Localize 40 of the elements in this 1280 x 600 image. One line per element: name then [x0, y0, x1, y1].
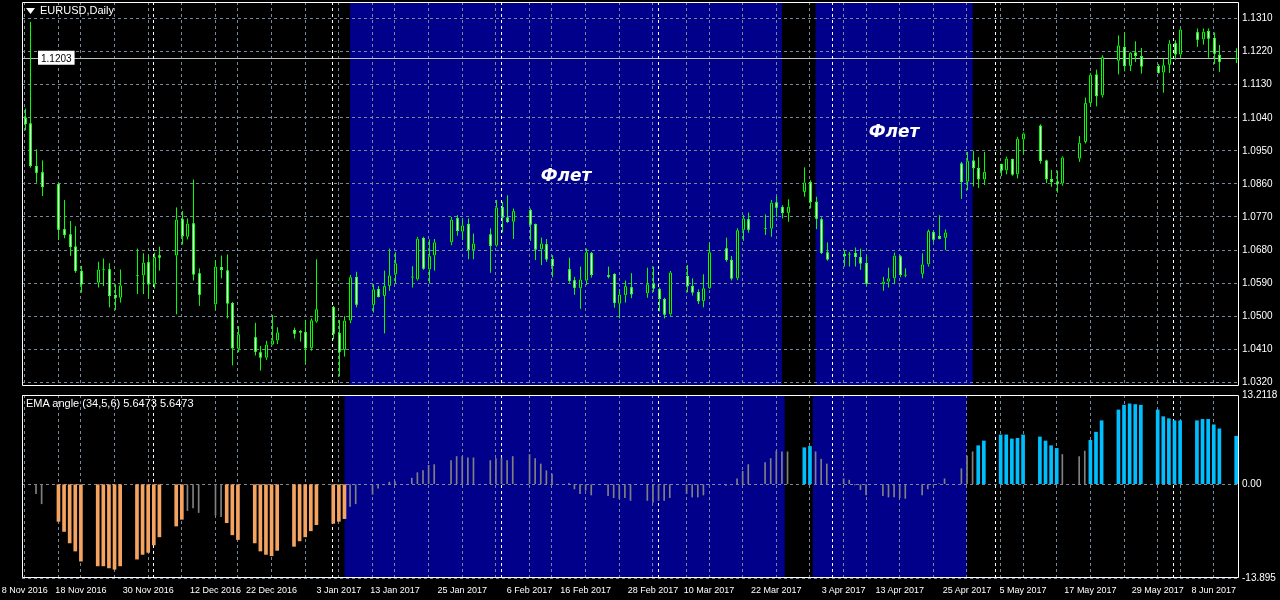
x-tick-label: 16 Feb 2017 [560, 584, 611, 595]
x-tick-label: 30 Nov 2016 [122, 584, 174, 595]
y-tick-label: 1.0320 [1242, 376, 1274, 388]
y-tick-label: 0.00 [1242, 477, 1262, 489]
y-tick-label: 13.2118 [1242, 388, 1278, 400]
x-tick-label: 25 Apr 2017 [942, 584, 992, 595]
x-tick-label: 3 Jan 2017 [316, 584, 362, 595]
x-tick-label: 25 Jan 2017 [437, 584, 488, 595]
y-tick-label: 1.1040 [1242, 111, 1274, 123]
x-tick-label: 5 May 2017 [999, 584, 1047, 595]
ref-line-label: 1.1203 [41, 52, 73, 64]
band-label: Флет [540, 165, 593, 186]
y-tick-label: 1.0860 [1242, 177, 1274, 189]
y-tick-label: 1.0500 [1242, 309, 1274, 321]
x-tick-label: 12 Dec 2016 [189, 584, 242, 595]
y-tick-label: -13.895 [1242, 571, 1277, 583]
y-tick-label: 1.0410 [1242, 343, 1274, 354]
y-tick-label: 1.0680 [1242, 243, 1274, 255]
y-tick-label: 1.1220 [1242, 45, 1274, 57]
y-tick-label: 1.0590 [1242, 276, 1274, 288]
x-tick-label: 3 Apr 2017 [821, 584, 866, 595]
x-tick-label: 13 Apr 2017 [875, 584, 924, 595]
x-tick-label: 29 May 2017 [1131, 584, 1184, 595]
y-tick-label: 1.0950 [1242, 144, 1274, 156]
x-tick-label: 8 Jun 2017 [1191, 584, 1237, 595]
x-tick-label: 18 Nov 2016 [55, 584, 107, 595]
x-tick-label: 13 Jan 2017 [370, 584, 420, 595]
band-label: Флет [868, 120, 921, 141]
chart-title: EURUSD,Daily [40, 4, 114, 17]
x-tick-label: 6 Feb 2017 [506, 584, 553, 595]
x-tick-label: 8 Nov 2016 [1, 584, 48, 595]
chart-title: EMA angle (34,5,6) 5.6473 5.6473 [26, 397, 194, 410]
y-tick-label: 1.1130 [1242, 78, 1273, 90]
x-tick-label: 22 Mar 2017 [751, 584, 802, 595]
x-tick-label: 28 Feb 2017 [627, 584, 679, 595]
y-tick-label: 1.1310 [1242, 12, 1274, 24]
y-tick-label: 1.0770 [1242, 210, 1274, 222]
x-tick-label: 22 Dec 2016 [246, 584, 298, 595]
x-tick-label: 10 Mar 2017 [683, 584, 735, 595]
x-tick-label: 17 May 2017 [1064, 584, 1117, 595]
